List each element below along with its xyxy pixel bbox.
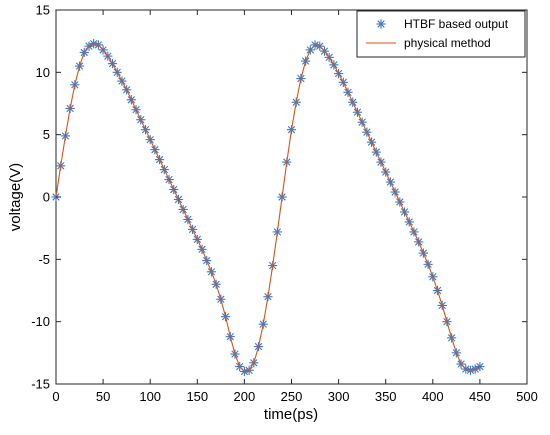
x-tick-label: 400 [422,389,444,404]
plot-frame [55,9,528,385]
legend-box [356,10,526,58]
x-tick-label: 100 [139,389,161,404]
y-tick-label: -5 [38,252,50,267]
legend-entry-label: HTBF based output [404,17,509,31]
x-axis: 0 50 100 150 200 250 300 350 400 450 500 [52,10,538,404]
legend: HTBF based output physical method [356,10,526,58]
x-tick-label: 0 [52,389,59,404]
x-tick-label: 250 [281,389,303,404]
x-tick-label: 150 [186,389,208,404]
x-tick-label: 300 [328,389,350,404]
series-physical-method-line [55,43,481,373]
x-tick-label: 350 [375,389,397,404]
x-tick-label: 200 [234,389,256,404]
y-tick-label: 15 [36,3,50,18]
legend-marker-asterisk [376,19,386,29]
x-tick-label: 450 [469,389,491,404]
y-axis: 15 10 5 0 -5 -10 -15 [31,3,527,392]
series-layer [51,39,485,377]
y-tick-label: -10 [31,314,50,329]
x-axis-label: time(ps) [264,406,318,423]
y-tick-label: -15 [31,377,50,392]
x-tick-label: 500 [516,389,538,404]
y-tick-label: 5 [43,127,50,142]
legend-entry-label: physical method [404,36,491,50]
x-tick-label: 50 [96,389,110,404]
y-tick-label: 10 [36,65,50,80]
y-axis-label: voltage(V) [7,163,24,231]
plot-area [55,9,528,385]
y-tick-label: 0 [43,190,50,205]
data-point [475,361,485,372]
